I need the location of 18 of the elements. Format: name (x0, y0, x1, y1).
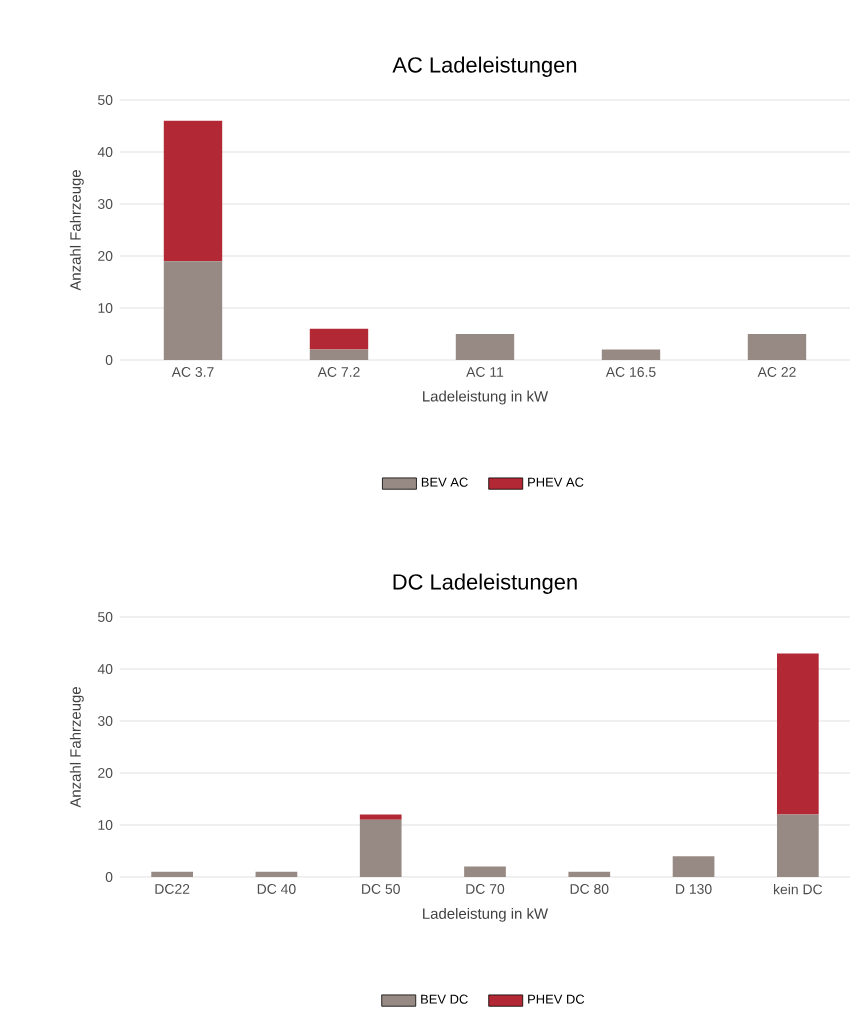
bar (163, 261, 223, 360)
bar (359, 819, 402, 877)
bar (568, 871, 611, 877)
bar (309, 349, 369, 360)
bar (255, 871, 298, 877)
bar (455, 333, 515, 360)
bar (601, 349, 661, 360)
bar (672, 856, 715, 877)
bar (359, 814, 402, 820)
bar (776, 814, 819, 877)
bar (464, 866, 506, 877)
bar (747, 333, 807, 360)
bar (163, 120, 223, 262)
bar (309, 328, 369, 350)
bar (151, 871, 193, 877)
chart-title: AC Ladeleistungen (392, 56, 577, 77)
bar (776, 653, 819, 815)
chart-title: DC Ladeleistungen (393, 573, 577, 594)
